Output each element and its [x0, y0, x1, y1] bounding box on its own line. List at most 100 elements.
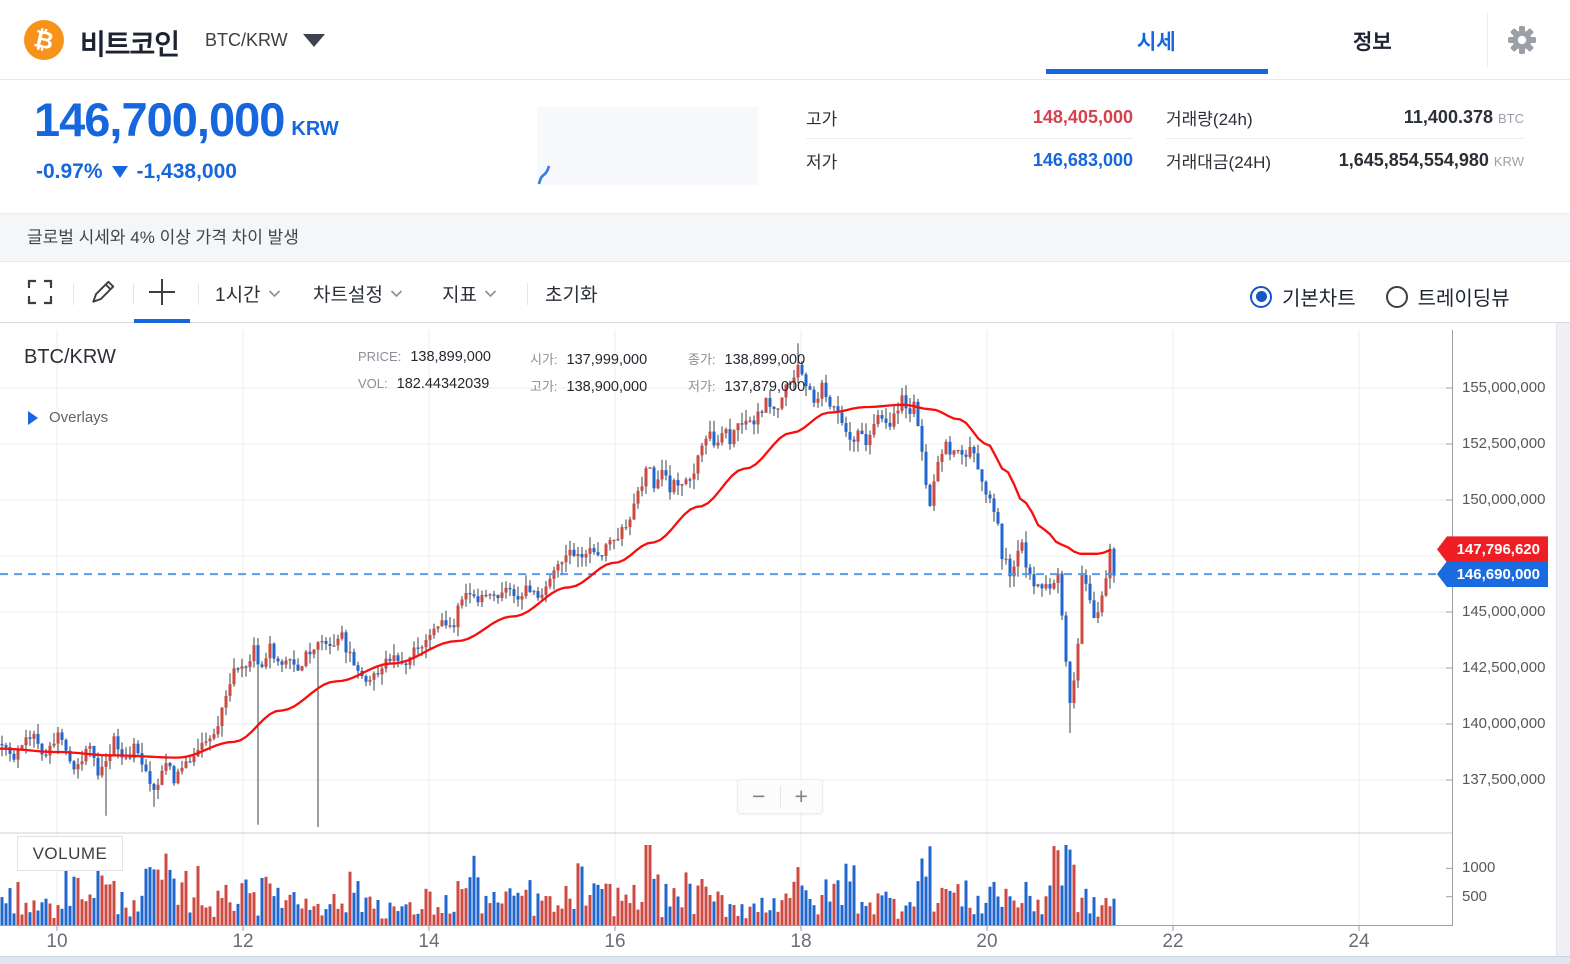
- chart-symbol: BTC/KRW: [24, 346, 116, 368]
- interval-label: 1시간: [215, 284, 261, 306]
- reset-label: 초기화: [545, 284, 598, 306]
- toolbar-divider: [73, 283, 74, 305]
- zoom-in-button[interactable]: +: [794, 783, 808, 809]
- draw-pencil-icon[interactable]: [89, 278, 117, 306]
- info-close: 종가: 138,899,000: [688, 349, 805, 368]
- fullscreen-icon[interactable]: [27, 279, 53, 305]
- x-axis-label: 20: [976, 931, 998, 952]
- info-price: PRICE: 138,899,000: [358, 349, 491, 365]
- info-low: 저가: 137,879,000: [688, 376, 805, 395]
- toolbar-divider: [198, 283, 199, 305]
- info-high: 고가: 138,900,000: [530, 376, 647, 395]
- vol-value: 182.44342039: [396, 376, 490, 392]
- low-value: 146,683,000: [1032, 149, 1133, 170]
- stats-column-2: 거래량(24h) 11,400.378 BTC 거래대금(24H) 1,645,8…: [1166, 96, 1524, 181]
- price-down-arrow-icon: [111, 166, 128, 178]
- chart-type-switch: 기본차트 트레이딩뷰: [1250, 282, 1510, 311]
- chart-settings-label: 차트설정: [313, 284, 383, 306]
- toolbar-divider: [133, 283, 134, 305]
- notice-bar[interactable]: 글로벌 시세와 4% 이상 가격 차이 발생: [0, 213, 1570, 262]
- scrollbar-gutter[interactable]: [1556, 323, 1570, 956]
- mini-chart-placeholder: [537, 107, 758, 185]
- tradingview-label: 트레이딩뷰: [1417, 288, 1510, 310]
- coin-dropdown-caret-icon[interactable]: [303, 34, 325, 47]
- toolbar-divider: [527, 283, 528, 305]
- y-axis-label: 142,500,000: [1462, 659, 1546, 676]
- stats-column-1: 고가 148,405,000 저가 146,683,000: [806, 96, 1133, 181]
- indicators-label: 지표: [442, 284, 477, 306]
- change-amount: -1,438,000: [136, 160, 237, 183]
- radio-unselected-icon: [1385, 285, 1408, 308]
- bitcoin-logo-icon: ₿: [24, 20, 64, 60]
- tab-market[interactable]: 시세: [1137, 31, 1176, 54]
- chevron-down-icon: [268, 289, 280, 297]
- pair-code: BTC/KRW: [205, 30, 288, 50]
- active-tab-underline: [1046, 69, 1268, 74]
- gear-icon[interactable]: [1506, 24, 1538, 56]
- bottom-scrollbar[interactable]: [0, 956, 1570, 964]
- x-axis-label: 12: [232, 931, 254, 952]
- tab-info[interactable]: 정보: [1353, 31, 1392, 54]
- amount-value: 1,645,854,554,980: [1338, 149, 1489, 170]
- volume-value: 11,400.378: [1403, 106, 1493, 127]
- current-price: 146,700,000: [34, 93, 285, 146]
- notice-text: 글로벌 시세와 4% 이상 가격 차이 발생: [27, 228, 299, 247]
- stat-low: 저가 146,683,000: [806, 139, 1133, 181]
- change-percent: -0.97%: [36, 160, 103, 183]
- zoom-out-button[interactable]: −: [752, 783, 766, 809]
- current-price-badge: 146,690,000: [1437, 561, 1548, 588]
- x-axis-label: 24: [1348, 931, 1370, 952]
- chevron-down-icon: [390, 289, 402, 297]
- indicators-dropdown[interactable]: 지표: [442, 279, 497, 307]
- chart-settings-dropdown[interactable]: 차트설정: [313, 279, 403, 307]
- volume-axis-label: 500: [1462, 887, 1488, 905]
- chart-toolbar: 1시간 차트설정 지표 초기화 기본차트 트레이딩뷰: [0, 262, 1570, 323]
- high-value: 148,405,000: [1032, 106, 1133, 127]
- volume-pane-label: VOLUME: [17, 836, 123, 871]
- radio-basic-chart[interactable]: 기본차트: [1250, 282, 1356, 311]
- reset-button[interactable]: 초기화: [545, 279, 597, 307]
- open-label: 시가:: [530, 352, 558, 367]
- y-axis-label: 140,000,000: [1462, 715, 1546, 732]
- price-label: PRICE:: [358, 349, 402, 364]
- coin-name: 비트코인: [80, 29, 180, 60]
- chevron-down-icon: [484, 289, 497, 297]
- chart-area[interactable]: BTC/KRW PRICE: 138,899,000 시가: 137,999,0…: [0, 323, 1570, 964]
- crosshair-plus-icon[interactable]: [147, 277, 177, 307]
- volume-label: 거래량(24h): [1166, 109, 1253, 129]
- y-axis-label: 145,000,000: [1462, 603, 1546, 620]
- y-axis-label: 137,500,000: [1462, 771, 1546, 788]
- stat-volume: 거래량(24h) 11,400.378 BTC: [1166, 96, 1524, 138]
- overlays-toggle[interactable]: Overlays: [28, 409, 108, 426]
- interval-dropdown[interactable]: 1시간: [215, 279, 281, 307]
- amount-unit: KRW: [1493, 153, 1524, 169]
- header-divider: [1487, 13, 1488, 67]
- low-value: 137,879,000: [724, 379, 806, 395]
- close-value: 138,899,000: [724, 352, 806, 368]
- header: ₿ 비트코인 BTC/KRW 시세 정보: [0, 0, 1570, 80]
- stat-separator: [806, 138, 1133, 139]
- overlays-expand-icon: [28, 410, 38, 425]
- x-axis-label: 18: [790, 931, 812, 952]
- stat-amount: 거래대금(24H) 1,645,854,554,980 KRW: [1166, 139, 1524, 181]
- radio-selected-icon: [1250, 285, 1272, 308]
- volume-unit: BTC: [1498, 110, 1524, 126]
- x-axis-label: 10: [46, 931, 68, 952]
- high-label: 고가: [806, 109, 838, 129]
- radio-tradingview[interactable]: 트레이딩뷰: [1385, 282, 1510, 311]
- stat-high: 고가 148,405,000: [806, 96, 1133, 138]
- overlays-label: Overlays: [49, 409, 109, 426]
- zoom-controls: − +: [737, 779, 823, 814]
- volume-axis-label: 1000: [1462, 859, 1496, 877]
- open-value: 137,999,000: [566, 352, 648, 368]
- amount-label: 거래대금(24H): [1166, 152, 1272, 172]
- vol-label: VOL:: [358, 376, 388, 391]
- ma-price-badge: 147,796,620: [1437, 536, 1548, 563]
- stat-separator: [1166, 138, 1524, 139]
- close-label: 종가:: [688, 352, 716, 367]
- low-label: 저가: [806, 152, 838, 172]
- info-open: 시가: 137,999,000: [530, 349, 647, 368]
- high-label: 고가:: [530, 379, 558, 394]
- low-label: 저가:: [688, 379, 716, 394]
